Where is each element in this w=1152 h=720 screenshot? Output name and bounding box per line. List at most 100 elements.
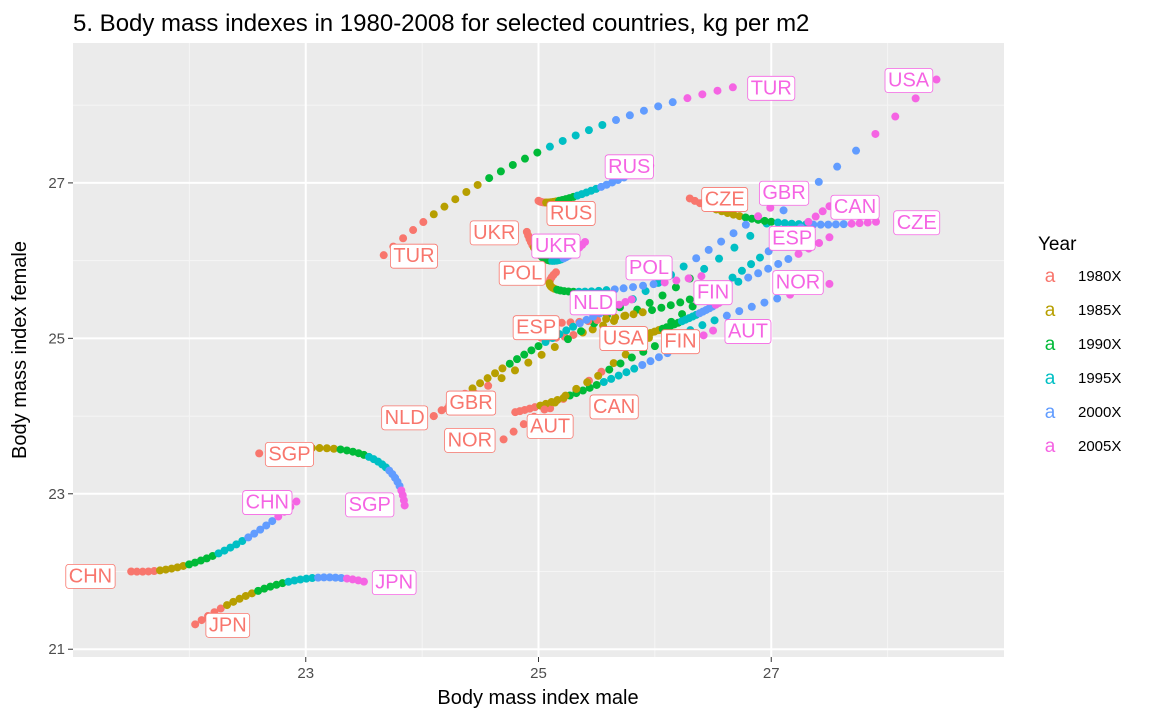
data-point-jpn [197,616,206,625]
label-can: CAN [830,194,880,220]
label-box [445,390,497,416]
data-point-chn [238,536,247,545]
data-point-chn [127,567,136,576]
data-point-aut [709,326,718,335]
data-point-aut [592,380,601,389]
data-point-chn [150,567,159,576]
label-box [526,413,574,439]
data-point-cze [787,219,796,228]
data-point-nld [437,406,446,415]
data-point-esp [744,273,753,282]
data-point-pol [619,284,628,293]
data-point-jpn [319,573,328,582]
data-point-chn [138,567,147,576]
data-point-chn [144,567,153,576]
legend-label: 1985X [1078,302,1121,319]
data-point-nor [594,371,603,380]
data-point-tur [683,94,692,103]
data-point-jpn [290,576,299,585]
data-point-jpn [302,574,311,583]
label-tur: TUR [747,75,796,101]
data-point-aut [630,364,639,373]
label-text: POL [502,262,542,284]
data-point-tur [698,90,707,99]
data-point-usa [588,325,597,334]
label-box [768,225,816,251]
data-point-nor [710,316,719,325]
legend-key-glyph: a [1045,334,1056,355]
data-point-aut [607,374,616,383]
data-point-aut [578,386,587,395]
data-point-ukr [581,237,590,246]
data-point-esp [648,306,657,315]
label-text: TUR [393,245,434,267]
data-point-nor [499,435,508,444]
label-cze: CZE [701,187,749,212]
data-point-tur [419,218,428,227]
data-point-pol [684,274,693,283]
label-text: ESP [772,227,812,249]
label-text: NLD [385,407,425,429]
label-text: CAN [834,196,876,218]
label-text: CZE [705,188,745,210]
data-point-usa [658,291,667,300]
data-point-usa [852,146,861,155]
label-sgp: SGP [264,441,314,467]
legend-keys: a 1980X a 1985X a 1990X a 1995X a 2000X a 2005X [1045,266,1122,457]
data-point-nld [582,315,591,324]
legend-key-glyph: a [1045,402,1056,423]
label-box [830,194,880,220]
data-point-tur [571,131,580,140]
data-point-pol [660,278,669,287]
label-can: CAN [589,394,639,420]
data-point-can [621,350,630,359]
data-point-tur [399,234,408,243]
label-esp: ESP [512,315,560,341]
label-box [512,315,560,341]
label-text: NOR [776,272,820,294]
data-point-chn [292,497,301,506]
label-box [469,220,519,246]
data-point-usa [891,112,900,121]
data-point-usa [871,129,880,138]
data-point-nld [476,379,485,388]
data-point-sgp [342,446,351,455]
data-point-chn [256,525,265,534]
data-point-nor [509,427,518,436]
label-box [65,563,116,589]
data-point-pol [697,272,706,281]
label-nor: NOR [772,270,824,296]
label-cze: CZE [893,210,941,236]
data-point-nor [722,311,731,320]
data-point-jpn [254,586,263,595]
data-point-esp [611,313,620,322]
data-point-nor [760,298,769,307]
data-point-jpn [284,577,293,586]
data-point-jpn [314,573,323,582]
data-point-tur [485,174,494,183]
data-point-nor [825,279,834,288]
data-point-nor [550,398,559,407]
data-point-nor [698,321,707,330]
legend-key-glyph: a [1045,266,1056,287]
data-point-gbr [577,327,586,336]
data-point-gbr [563,335,572,344]
legend-label: 2000X [1078,404,1121,421]
data-point-jpn [235,594,244,603]
label-box [589,394,639,420]
label-text: USA [603,328,645,350]
label-box [345,492,395,518]
data-point-cze [816,220,825,229]
label-text: NOR [448,429,492,451]
data-point-tur [379,251,388,260]
label-gbr: GBR [445,390,497,416]
data-point-aut [638,360,647,369]
data-point-can [804,217,813,226]
data-point-chn [132,567,141,576]
data-point-cze [855,219,864,228]
data-point-pol [649,280,658,289]
y-tick-label: 27 [48,175,65,192]
data-point-nld [429,412,438,421]
data-point-gbr [550,343,559,352]
